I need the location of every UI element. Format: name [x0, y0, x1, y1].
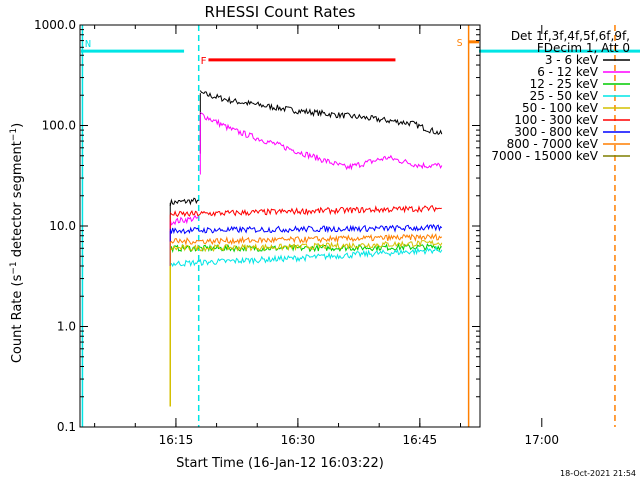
legend: Det 1f,3f,4f,5f,6f,9f, FDecim 1, Att 0 3… — [491, 29, 630, 163]
legend-label: 3 - 6 keV — [545, 53, 599, 67]
x-axis-label: Start Time (16-Jan-12 16:03:22) — [176, 456, 384, 471]
series-line — [169, 205, 442, 218]
chart-title: RHESSI Count Rates — [205, 3, 356, 21]
x-tick-label: 17:00 — [524, 433, 559, 447]
legend-label: 100 - 300 keV — [514, 113, 598, 127]
series-line — [170, 245, 443, 268]
series-line — [199, 112, 443, 171]
y-axis-label: Count Rate (s−1 detector segment−1) — [9, 123, 25, 363]
legend-label: 50 - 100 keV — [522, 101, 599, 115]
series-line — [169, 233, 443, 246]
legend-label: 7000 - 15000 keV — [491, 149, 598, 163]
series-layer — [169, 90, 443, 407]
vertical-lines — [81, 25, 616, 427]
series-line — [169, 214, 199, 226]
x-tick-label: 16:15 — [159, 433, 194, 447]
series-line — [169, 239, 443, 253]
x-tick-label: 16:45 — [403, 433, 438, 447]
series-line — [199, 90, 443, 136]
footer-timestamp: 18-Oct-2021 21:54 — [560, 469, 636, 478]
y-tick-label: 10.0 — [49, 219, 76, 233]
legend-label: 300 - 800 keV — [514, 125, 598, 139]
legend-label: 800 - 7000 keV — [507, 137, 599, 151]
legend-label: 6 - 12 keV — [537, 65, 599, 79]
annotation-label: N — [85, 39, 91, 50]
y-tick-label: 1.0 — [57, 320, 76, 334]
legend-label: 25 - 50 keV — [530, 89, 599, 103]
x-tick-label: 16:30 — [281, 433, 316, 447]
annotation-label: S — [457, 38, 463, 49]
legend-label: 12 - 25 keV — [530, 77, 599, 91]
y-tick-label: 0.1 — [57, 420, 76, 434]
series-line — [169, 197, 199, 207]
legend-header-1: Det 1f,3f,4f,5f,6f,9f, — [511, 29, 630, 43]
annotation-label: F — [200, 56, 206, 67]
y-tick-label: 1000.0 — [34, 18, 76, 32]
y-tick-label: 100.0 — [42, 119, 76, 133]
series-line — [169, 223, 443, 235]
legend-header-2: FDecim 1, Att 0 — [537, 41, 630, 55]
series-line — [169, 242, 442, 254]
annotation-layer: N F S — [81, 38, 640, 67]
y-axis-ticks: 0.1 1.0 10.0 100.0 1000.0 — [34, 18, 480, 434]
